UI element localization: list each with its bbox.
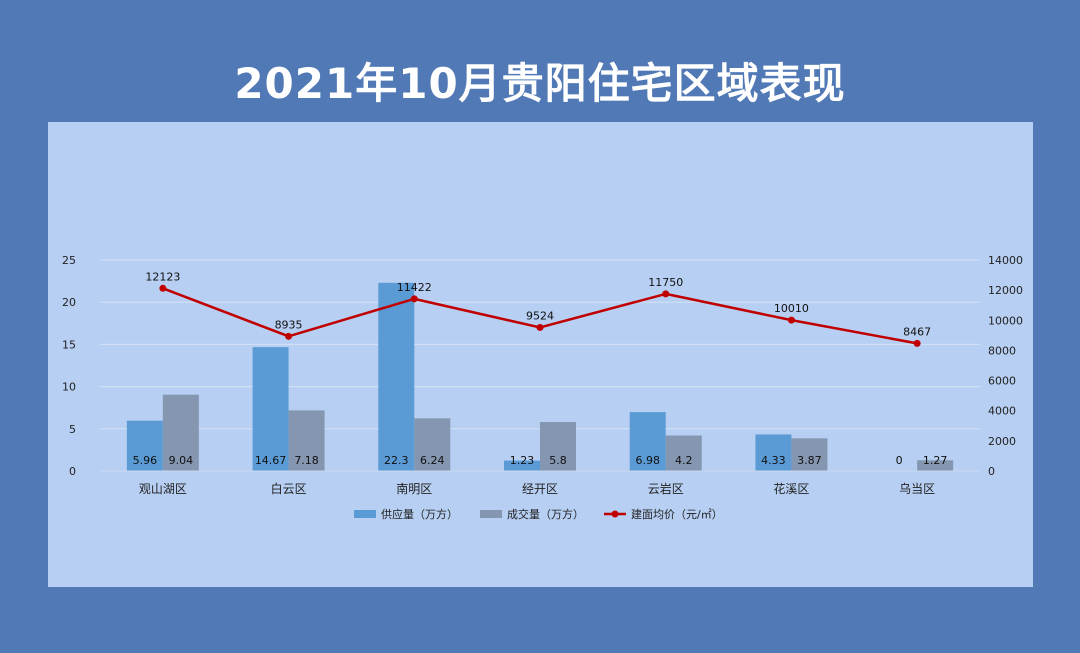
supply-bar <box>504 460 540 471</box>
supply-data-label: 4.33 <box>761 454 786 467</box>
legend-label-supply: 供应量（万方） <box>381 507 458 521</box>
left-axis-tick-label: 15 <box>62 338 76 351</box>
label-layer: 5.96 9.04 14.67 7.18 22.3 6.24 1.23 5.8 6.98 4.2 4… <box>133 270 948 467</box>
price-point <box>410 295 418 303</box>
supply-data-label: 22.3 <box>384 454 409 467</box>
supply-data-label: 6.98 <box>635 454 660 467</box>
right-axis-tick-label: 6000 <box>988 375 1016 388</box>
deal-data-label: 5.8 <box>549 454 567 467</box>
category-label: 白云区 <box>271 481 307 496</box>
right-axis-tick-label: 12000 <box>988 284 1023 297</box>
price-data-label: 11422 <box>397 281 432 294</box>
deal-bar <box>791 438 828 471</box>
price-data-label: 12123 <box>145 270 180 283</box>
deal-data-label: 6.24 <box>420 454 445 467</box>
right-axis-tick-label: 10000 <box>988 314 1023 327</box>
legend-label-price: 建面均价（元/㎡） <box>631 507 723 521</box>
deal-bar <box>917 460 954 471</box>
price-data-label: 9524 <box>526 309 554 322</box>
price-point <box>285 332 293 340</box>
right-axis-tick-label: 2000 <box>988 435 1016 448</box>
bar-layer <box>126 282 954 472</box>
price-data-label: 11750 <box>648 276 683 289</box>
left-axis-tick-label: 0 <box>69 465 76 478</box>
supply-bar <box>126 420 163 471</box>
legend-label-deal: 成交量（万方） <box>507 507 584 521</box>
line-layer <box>159 284 921 347</box>
axis-layer: 0 5 10 15 20 25 0 2000 4000 6000 8000 10000 12000 140… <box>62 254 1023 496</box>
left-axis-tick-label: 10 <box>62 381 76 394</box>
category-label: 南明区 <box>396 481 432 496</box>
chart-panel: 5.96 9.04 14.67 7.18 22.3 6.24 1.23 5.8 6.98 4.2 4… <box>48 122 1033 587</box>
deal-bar <box>665 435 702 471</box>
deal-data-label: 9.04 <box>169 454 194 467</box>
price-data-label: 10010 <box>774 302 809 315</box>
deal-data-label: 4.2 <box>675 454 693 467</box>
deal-data-label: 7.18 <box>294 454 319 467</box>
page-title: 2021年10月贵阳住宅区域表现 <box>234 59 846 108</box>
price-data-label: 8467 <box>903 325 931 338</box>
supply-data-label: 1.23 <box>510 454 535 467</box>
left-axis-tick-label: 25 <box>62 254 76 267</box>
left-axis-tick-label: 5 <box>69 423 76 436</box>
price-point <box>662 290 670 298</box>
supply-data-label: 0 <box>896 454 903 467</box>
deal-bar <box>414 418 451 471</box>
supply-bar <box>755 434 792 471</box>
right-axis-tick-label: 8000 <box>988 344 1016 357</box>
price-point <box>536 323 544 331</box>
category-label: 乌当区 <box>899 481 935 496</box>
left-axis-tick-label: 20 <box>62 296 76 309</box>
price-point <box>787 316 795 324</box>
supply-data-label: 14.67 <box>255 454 286 467</box>
supply-bar <box>629 412 666 471</box>
right-axis-tick-label: 14000 <box>988 254 1023 267</box>
legend-swatch-deal <box>480 510 502 518</box>
category-label: 观山湖区 <box>139 481 187 496</box>
category-label: 云岩区 <box>648 481 684 496</box>
deal-bar <box>288 410 325 471</box>
deal-data-label: 1.27 <box>923 454 948 467</box>
deal-bar <box>540 422 576 471</box>
category-label: 经开区 <box>522 482 558 496</box>
deal-bar <box>162 394 199 471</box>
supply-bar <box>378 282 415 471</box>
price-data-label: 8935 <box>275 318 303 331</box>
right-axis-tick-label: 0 <box>988 465 995 478</box>
deal-data-label: 3.87 <box>797 454 822 467</box>
price-point <box>913 339 921 347</box>
combo-chart: 5.96 9.04 14.67 7.18 22.3 6.24 1.23 5.8 6.98 4.2 4… <box>62 254 1023 521</box>
legend-marker-price <box>611 510 619 518</box>
price-point <box>159 284 167 292</box>
legend: 供应量（万方） 成交量（万方） 建面均价（元/㎡） <box>354 507 723 521</box>
supply-data-label: 5.96 <box>133 454 158 467</box>
legend-swatch-supply <box>354 510 376 518</box>
right-axis-tick-label: 4000 <box>988 405 1016 418</box>
supply-bar <box>252 347 289 471</box>
category-label: 花溪区 <box>773 481 809 496</box>
